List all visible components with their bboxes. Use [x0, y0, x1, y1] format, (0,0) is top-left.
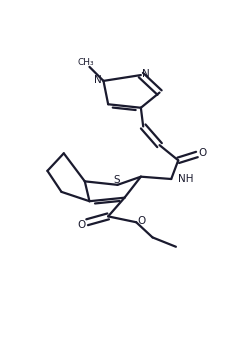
Text: O: O: [137, 216, 145, 226]
Text: O: O: [198, 148, 206, 158]
Text: O: O: [78, 220, 86, 229]
Text: S: S: [114, 175, 120, 185]
Text: NH: NH: [178, 174, 194, 184]
Text: CH₃: CH₃: [78, 58, 94, 67]
Text: N: N: [142, 69, 150, 79]
Text: N: N: [94, 75, 102, 85]
